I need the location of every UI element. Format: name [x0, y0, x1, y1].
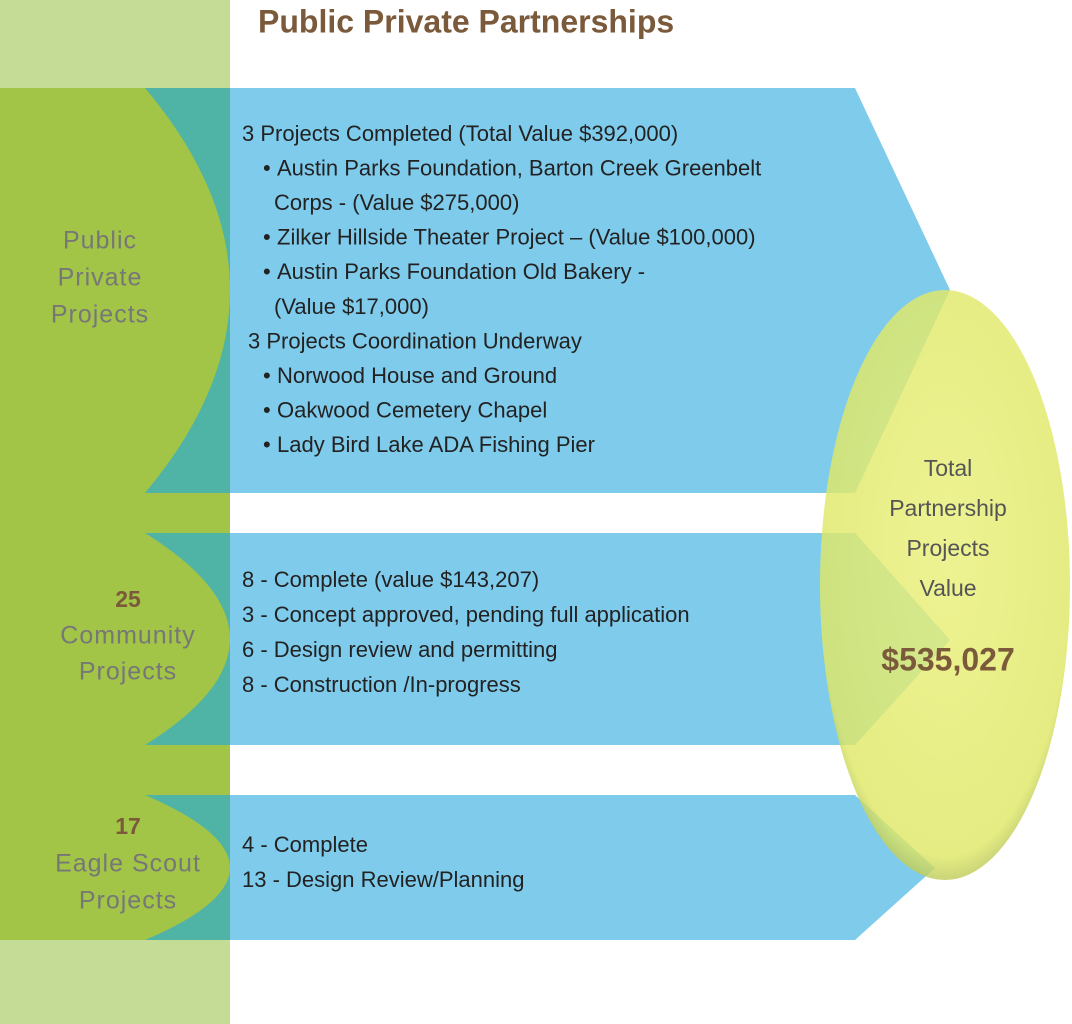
bar-top	[0, 0, 230, 88]
section-label: Public	[63, 227, 137, 255]
arrow	[145, 533, 950, 745]
section-label: Projects	[51, 301, 149, 329]
item: 13 - Design Review/Planning	[242, 867, 525, 892]
section-label: Projects	[79, 887, 177, 915]
group-heading: 3 Projects Completed (Total Value $392,0…	[242, 121, 678, 146]
bullet: •	[263, 225, 271, 250]
section-label: Community	[60, 622, 195, 650]
bullet: •	[263, 155, 271, 180]
lens	[0, 533, 230, 745]
item: 6 - Design review and permitting	[242, 637, 557, 662]
total-label: Projects	[906, 535, 989, 561]
count: 25	[115, 586, 141, 612]
bullet: •	[263, 432, 271, 457]
total-label: Total	[924, 455, 973, 481]
bullet-text: Austin Parks Foundation, Barton Creek Gr…	[277, 155, 761, 180]
bullet: •	[263, 398, 271, 423]
section-label: Projects	[79, 658, 177, 686]
bullet-text: (Value $17,000)	[274, 294, 429, 319]
lens	[0, 795, 230, 940]
total-label: Partnership	[889, 495, 1007, 521]
bullet-text: Corps - (Value $275,000)	[274, 190, 519, 215]
item: 8 - Complete (value $143,207)	[242, 567, 539, 592]
bullet: •	[263, 363, 271, 388]
bullet: •	[263, 259, 271, 284]
bar-bottom	[0, 940, 230, 1024]
total-value: $535,027	[881, 641, 1014, 677]
lens	[0, 88, 230, 493]
bullet-text: Austin Parks Foundation Old Bakery -	[277, 259, 645, 284]
section-label: Private	[58, 264, 143, 292]
arrow	[145, 88, 950, 493]
total-ellipse	[820, 290, 1070, 880]
bullet-text: Lady Bird Lake ADA Fishing Pier	[277, 432, 595, 457]
item: 4 - Complete	[242, 832, 368, 857]
item: 3 - Concept approved, pending full appli…	[242, 602, 690, 627]
group-heading: 3 Projects Coordination Underway	[248, 328, 582, 353]
title: Public Private Partnerships	[258, 3, 674, 39]
bullet-text: Norwood House and Ground	[277, 363, 557, 388]
bullet-text: Zilker Hillside Theater Project – (Value…	[277, 225, 756, 250]
count: 17	[115, 813, 141, 839]
total-label: Value	[919, 575, 976, 601]
item: 8 - Construction /In-progress	[242, 672, 521, 697]
bullet-text: Oakwood Cemetery Chapel	[277, 398, 547, 423]
section-label: Eagle Scout	[55, 850, 201, 878]
arrow	[145, 795, 935, 940]
